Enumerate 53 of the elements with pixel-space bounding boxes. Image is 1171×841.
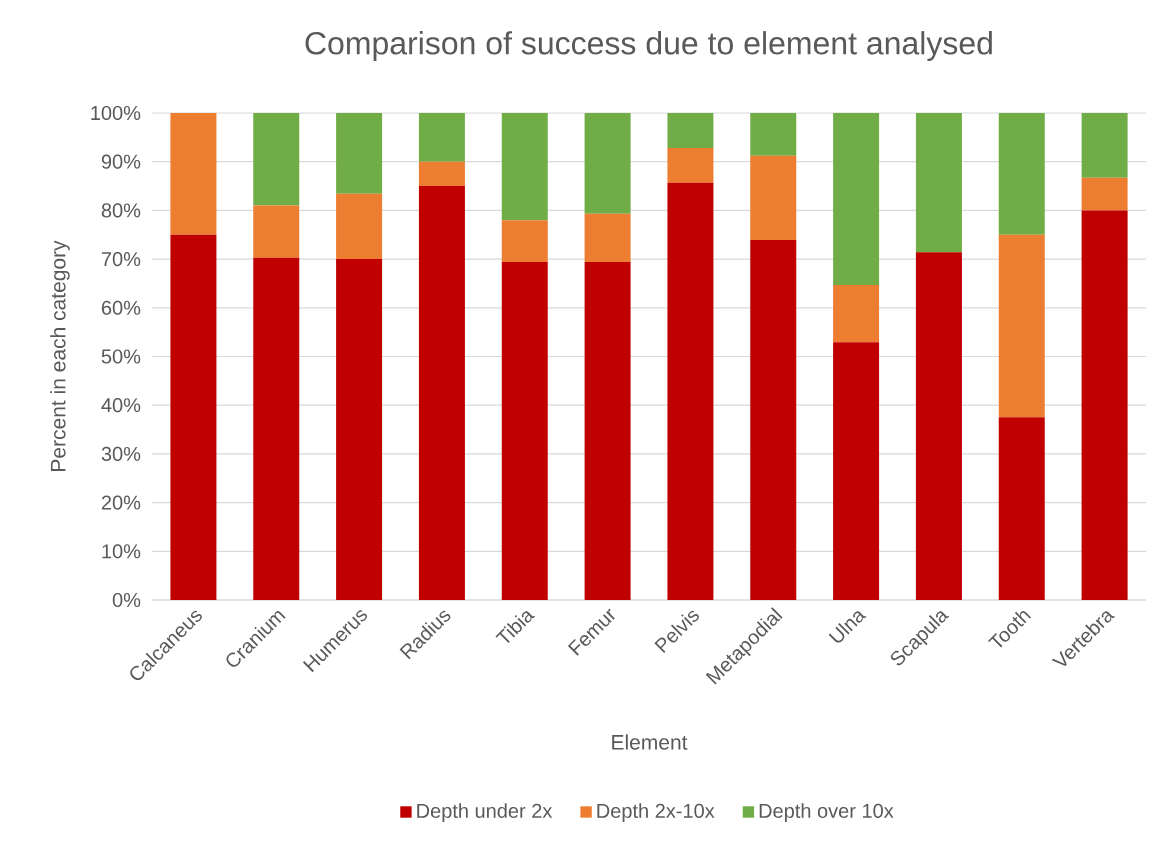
legend-label: Depth 2x-10x bbox=[597, 803, 715, 822]
chart-title: Comparison of success due to element analysed bbox=[305, 31, 992, 61]
bar bbox=[336, 259, 383, 600]
bar bbox=[833, 112, 880, 285]
bar bbox=[833, 284, 880, 343]
bar bbox=[253, 257, 300, 600]
bar bbox=[667, 182, 714, 600]
x-tick-label: Ulna bbox=[828, 611, 867, 643]
y-tick-label: 100% bbox=[91, 105, 141, 121]
bar bbox=[998, 112, 1045, 235]
bar bbox=[667, 112, 714, 149]
bar bbox=[750, 155, 797, 241]
bar bbox=[253, 112, 300, 206]
bar bbox=[418, 112, 465, 162]
bar bbox=[336, 193, 383, 260]
bar bbox=[584, 112, 631, 214]
y-axis-title: Percent in each category bbox=[50, 240, 70, 471]
bar bbox=[750, 240, 797, 600]
y-tick-label: 80% bbox=[101, 203, 141, 218]
bar bbox=[336, 112, 383, 194]
bar bbox=[1081, 112, 1128, 178]
y-tick-label: 60% bbox=[101, 300, 141, 315]
y-tick-label: 90% bbox=[101, 154, 141, 169]
y-tick-label: 0% bbox=[112, 592, 141, 608]
bar bbox=[418, 161, 465, 187]
y-tick-label: 20% bbox=[101, 495, 141, 510]
y-tick-label: 10% bbox=[102, 544, 141, 559]
legend-label: Depth under 2x bbox=[417, 803, 553, 822]
bar bbox=[170, 234, 217, 600]
bar bbox=[170, 112, 217, 235]
bar bbox=[418, 186, 465, 600]
y-tick-label: 40% bbox=[101, 398, 141, 413]
bar bbox=[750, 112, 797, 156]
y-tick-label: 50% bbox=[101, 349, 141, 364]
bar bbox=[584, 262, 631, 600]
bar bbox=[501, 112, 548, 221]
bar bbox=[501, 262, 548, 600]
bar bbox=[915, 112, 962, 253]
bar bbox=[667, 148, 714, 183]
bar bbox=[584, 213, 631, 263]
x-tick-label: Tibia bbox=[495, 611, 535, 643]
bar bbox=[833, 342, 880, 600]
bar bbox=[1081, 210, 1128, 600]
bar bbox=[915, 252, 962, 600]
bar bbox=[1081, 177, 1128, 211]
bar bbox=[501, 220, 548, 263]
bar bbox=[998, 417, 1045, 600]
bar bbox=[998, 234, 1045, 418]
bar bbox=[253, 205, 300, 258]
x-axis-title: Element bbox=[612, 734, 688, 750]
y-tick-label: 30% bbox=[101, 446, 141, 461]
legend-label: Depth over 10x bbox=[759, 803, 894, 822]
y-tick-label: 70% bbox=[101, 252, 141, 267]
